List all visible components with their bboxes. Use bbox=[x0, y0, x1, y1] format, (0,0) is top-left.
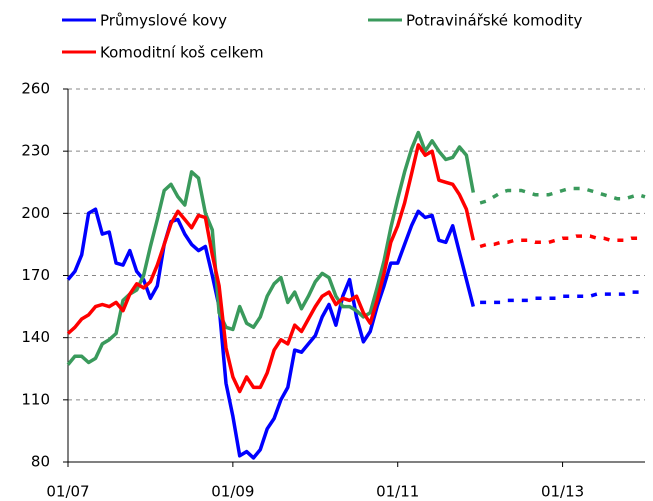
series-line bbox=[479, 186, 646, 205]
series-line bbox=[480, 290, 645, 305]
x-tick-label: 01/13 bbox=[541, 483, 584, 501]
y-tick-label: 140 bbox=[21, 328, 50, 346]
legend-label: Komoditní koš celkem bbox=[100, 44, 264, 62]
y-tick-label: 230 bbox=[21, 142, 50, 160]
x-tick-label: 01/07 bbox=[46, 483, 89, 501]
series-line bbox=[66, 130, 476, 366]
series-line bbox=[66, 143, 476, 394]
series-line bbox=[479, 234, 645, 249]
legend: Průmyslové kovy Potravinářské komodity K… bbox=[62, 12, 582, 62]
x-tick-label: 01/11 bbox=[376, 483, 419, 501]
y-tick-label: 170 bbox=[21, 266, 50, 284]
legend-label: Potravinářské komodity bbox=[406, 12, 582, 30]
y-tick-label: 110 bbox=[21, 390, 50, 408]
y-tick-label: 260 bbox=[21, 80, 50, 98]
y-tick-label: 80 bbox=[31, 453, 50, 471]
x-tick-label: 01/09 bbox=[211, 483, 254, 501]
legend-label: Průmyslové kovy bbox=[100, 12, 227, 30]
series-line bbox=[66, 207, 475, 460]
y-tick-label: 200 bbox=[21, 204, 50, 222]
